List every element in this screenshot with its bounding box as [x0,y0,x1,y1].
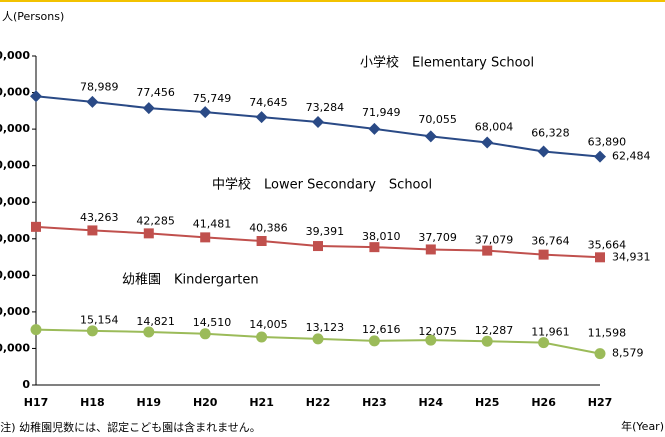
y-tick-label: 80,000 [0,86,30,99]
data-label: 77,456 [136,86,175,99]
data-label: 73,284 [306,101,345,114]
series-name: 幼稚園 Kindergarten [122,273,259,288]
marker [368,335,380,347]
data-label: 8,579 [612,347,644,360]
x-tick-label: H19 [137,396,162,409]
marker [30,324,42,336]
data-label: 11,598 [588,327,627,340]
marker [256,331,268,343]
x-tick-label: H21 [249,396,274,409]
data-label: 14,821 [136,315,175,328]
marker [425,334,437,346]
y-tick-label: 70,000 [0,122,30,135]
marker [31,221,41,232]
data-label: 36,764 [531,235,570,248]
x-axis-label: 年(Year) [621,419,664,433]
data-label: 42,285 [136,214,175,227]
x-tick-label: H20 [193,396,218,409]
marker [199,328,211,340]
note: (注) 幼稚園児数には、認定こども園は含まれません。 [0,420,261,434]
data-label: 14,005 [249,318,288,331]
x-tick-label: H26 [531,396,556,409]
marker [256,236,267,247]
data-label: 13,123 [306,321,345,334]
marker [143,326,155,338]
marker [424,130,437,143]
y-tick-label: 40,000 [0,232,30,245]
data-label: 11,961 [531,325,570,338]
marker [537,145,550,158]
marker [595,252,605,263]
data-label: 78,989 [80,80,119,93]
data-label: 62,484 [612,150,651,163]
data-label: 41,481 [193,217,232,230]
y-tick-label: 50,000 [0,195,30,208]
x-tick-label: H25 [475,396,500,409]
data-label: 71,949 [362,106,401,119]
marker [594,348,606,360]
data-label: 39,391 [306,225,345,238]
marker [199,106,212,119]
marker [482,245,493,256]
marker [200,232,211,243]
data-label: 74,645 [249,96,288,109]
marker [312,115,324,128]
marker [481,136,494,149]
data-label: 37,709 [418,231,457,244]
marker [142,102,155,115]
data-label: 43,263 [80,211,119,224]
data-label: 34,931 [612,250,651,263]
marker [481,335,493,347]
marker [30,90,42,103]
marker [255,111,268,124]
data-label: 75,749 [193,92,232,105]
y-tick-label: 10,000 [0,341,30,354]
data-label: 40,386 [249,221,288,234]
marker [538,249,549,260]
marker [538,337,550,349]
data-label: 15,154 [80,314,119,327]
marker [425,244,436,255]
y-tick-label: 60,000 [0,159,30,172]
marker [594,150,606,163]
marker [313,241,323,252]
data-label: 38,010 [362,230,401,243]
y-tick-label: 90,000 [0,49,30,62]
x-tick-label: H18 [80,396,105,409]
series-name: 小学校 Elementary School [360,55,534,71]
data-label: 63,890 [588,135,627,148]
data-label: 70,055 [418,113,457,126]
y-tick-label: 20,000 [0,305,30,318]
marker [369,242,380,253]
marker [312,333,324,345]
marker [86,95,99,108]
x-tick-label: H23 [362,396,387,409]
data-label: 35,664 [588,239,627,252]
marker [143,228,154,239]
x-tick-label: H27 [588,396,613,409]
series-name: 中学校 Lower Secondary School [212,177,432,193]
data-label: 37,079 [475,233,514,246]
data-label: 66,328 [531,127,570,140]
y-tick-label: 30,000 [0,268,30,281]
data-label: 14,510 [193,316,232,329]
marker [87,225,98,236]
x-tick-label: H17 [24,396,49,409]
y-tick-label: 0 [22,378,30,391]
data-label: 12,075 [418,325,457,338]
data-label: 68,004 [475,120,514,133]
x-tick-label: H24 [419,396,444,409]
marker [368,122,381,135]
y-axis-label: 人(Persons) [2,10,64,23]
marker [86,325,98,337]
data-label: 12,616 [362,323,401,336]
data-label: 12,287 [475,324,514,337]
x-tick-label: H22 [306,396,331,409]
